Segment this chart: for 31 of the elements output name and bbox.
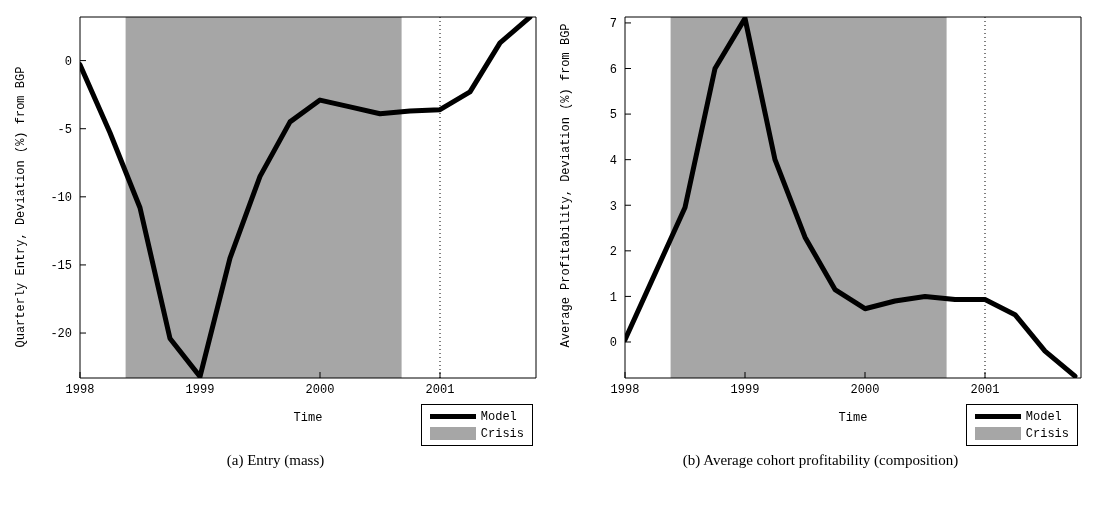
y-tick-label: 1 [609,290,617,305]
y-tick-label: 2 [609,245,617,260]
legend-label: Crisis [1024,425,1069,442]
y-tick-label: 6 [609,62,617,77]
x-axis-title: Time [838,410,868,425]
x-tick-label: 1999 [185,382,215,397]
text: (a) Entry (mass) [225,452,326,469]
x-tick-label: 2000 [305,382,335,397]
text: (b) Average cohort profitability (composition) [681,452,960,469]
y-tick-label: 7 [609,17,617,32]
y-tick-label: 5 [609,108,617,123]
x-tick-label: 2001 [425,382,455,397]
y-tick-label: -10 [50,191,72,206]
x-tick-label: 1998 [65,382,95,397]
y-tick-label: -15 [50,259,72,274]
y-tick-label: 0 [64,54,72,69]
y-axis-title: Average Profitability, Deviation (%) from BGP [559,23,574,348]
legend-label: Model [479,408,518,425]
legend-label: Model [1024,408,1063,425]
x-tick-label: 1998 [610,382,640,397]
y-tick-label: 0 [609,336,617,351]
y-tick-label: 3 [609,199,617,214]
y-tick-label: -5 [57,122,72,137]
y-tick-label: 4 [609,153,617,168]
x-axis-title: Time [293,410,323,425]
x-tick-label: 1999 [730,382,760,397]
y-tick-label: -20 [50,327,72,342]
x-tick-label: 2000 [850,382,880,397]
x-tick-label: 2001 [970,382,1000,397]
y-axis-title: Quarterly Entry, Deviation (%) from BGP [14,66,29,348]
legend-label: Crisis [479,425,524,442]
